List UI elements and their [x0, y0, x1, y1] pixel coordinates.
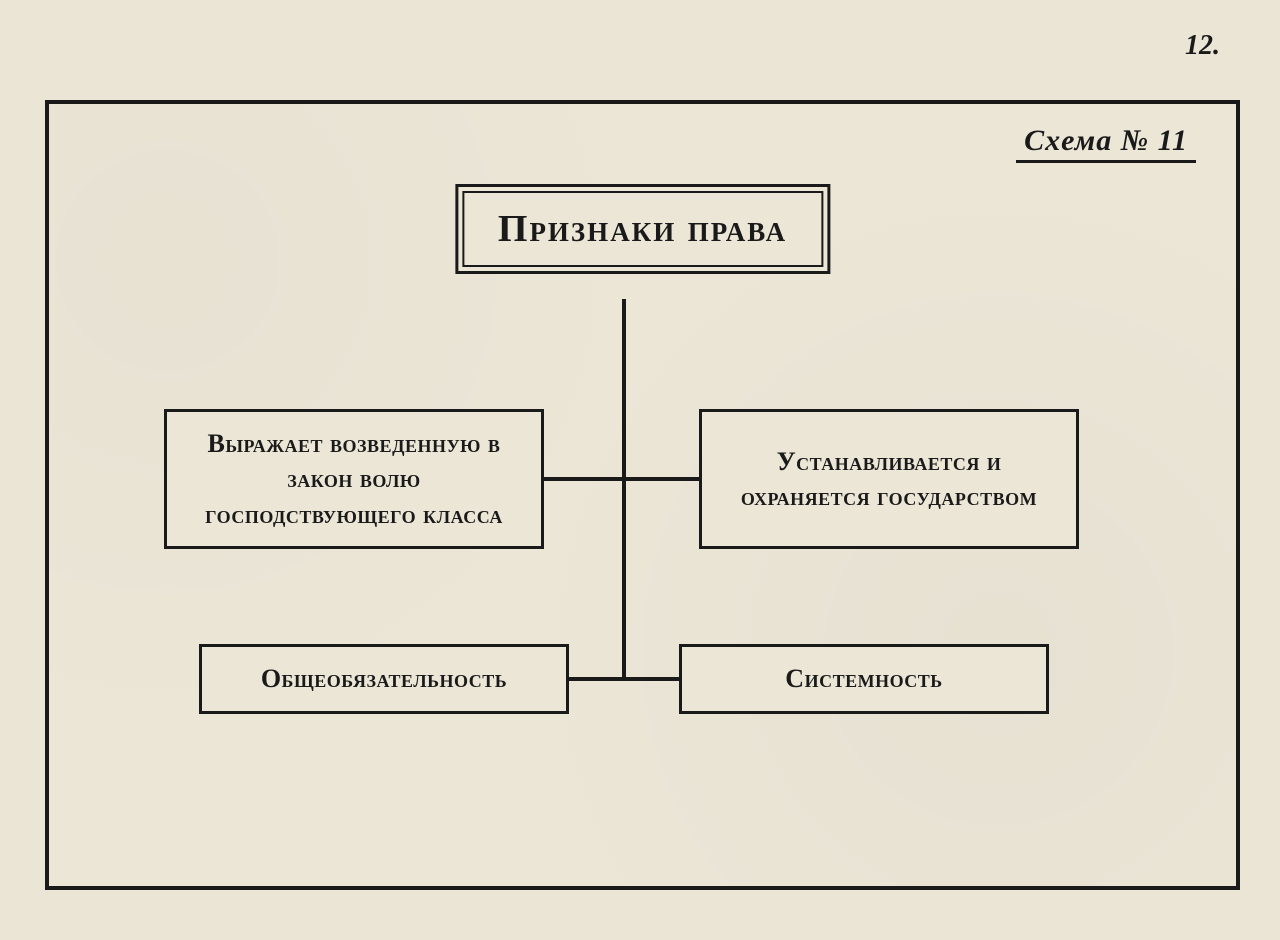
node-right-top: Устанавливается и охраняется государство… — [699, 409, 1079, 549]
connector-row1-right — [624, 477, 701, 481]
node-right-bottom: Системность — [679, 644, 1049, 714]
page-number: 12. — [1185, 30, 1220, 62]
connector-trunk — [622, 299, 626, 681]
connector-row2-right — [624, 677, 681, 681]
node-text: Устанавливается и охраняется государство… — [720, 444, 1058, 514]
node-text: Выражает возведенную в закон волю господ… — [185, 426, 523, 531]
diagram-title-box: Признаки права — [455, 184, 830, 274]
diagram-frame: Схема № 11 Признаки права Выражает возве… — [45, 100, 1240, 890]
diagram-title-text: Признаки права — [498, 207, 787, 251]
node-text: Общеобязательность — [261, 661, 507, 696]
node-text: Системность — [785, 661, 942, 696]
diagram-title-inner: Признаки права — [462, 191, 823, 267]
connector-row2-left — [569, 677, 624, 681]
connector-row1-left — [544, 477, 624, 481]
node-left-bottom: Общеобязательность — [199, 644, 569, 714]
schema-label: Схема № 11 — [1016, 124, 1196, 163]
node-left-top: Выражает возведенную в закон волю господ… — [164, 409, 544, 549]
